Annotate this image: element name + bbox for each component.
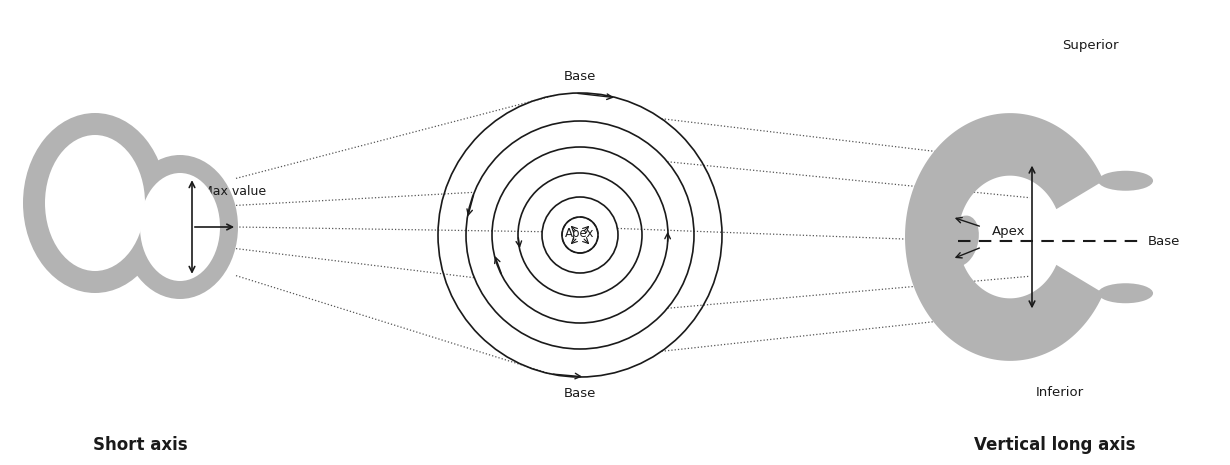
Ellipse shape	[23, 113, 167, 293]
Text: Vertical long axis: Vertical long axis	[974, 436, 1135, 454]
Text: Max value: Max value	[202, 186, 266, 199]
Polygon shape	[905, 113, 1103, 361]
Ellipse shape	[140, 173, 220, 281]
Text: Apex: Apex	[566, 226, 595, 239]
Ellipse shape	[1098, 283, 1153, 303]
Text: Base: Base	[1148, 234, 1181, 247]
Text: Apex: Apex	[993, 225, 1026, 238]
Text: Inferior: Inferior	[1036, 386, 1084, 399]
Text: Superior: Superior	[1061, 39, 1118, 52]
Ellipse shape	[945, 216, 979, 266]
Ellipse shape	[1098, 171, 1153, 191]
Text: Base: Base	[563, 70, 597, 83]
Text: Base: Base	[563, 387, 597, 400]
Ellipse shape	[46, 135, 145, 271]
Ellipse shape	[122, 155, 237, 299]
Text: Short axis: Short axis	[92, 436, 187, 454]
